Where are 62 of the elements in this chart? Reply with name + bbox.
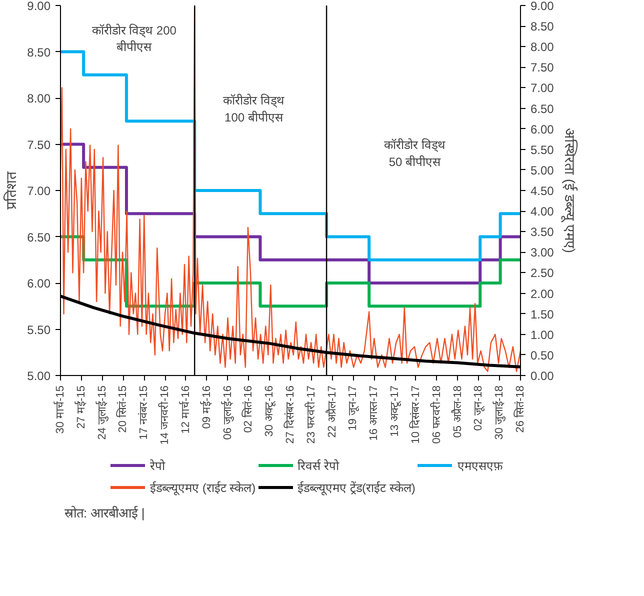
y2-axis-title: अस्थिरता (ई डब्ल्यू एमए)	[560, 128, 578, 254]
x-tick-label: 06 फरवरी-18	[430, 385, 443, 444]
y2-tick-label: 9.00	[530, 0, 554, 13]
y2-tick-label: 1.50	[530, 307, 554, 322]
annotation: कॉरीडोर विड्थ 100 बीपीएस	[223, 94, 284, 124]
y-tick-label: 6.00	[27, 276, 51, 290]
annotation: कॉरीडोर विड्थ 50 बीपीएस	[384, 138, 446, 169]
x-tick-label: 30 मार्च-15	[54, 385, 66, 434]
x-tick-label: 17 नवंबर-15	[137, 385, 150, 440]
y2-tick-label: 3.50	[530, 225, 554, 240]
y2-tick-label: 6.50	[530, 102, 554, 116]
y2-tick-label: 2.00	[530, 286, 554, 301]
x-tick-label: 06 जुलाई-16	[220, 385, 234, 440]
x-tick-label: 20 सितं-15	[116, 385, 130, 433]
x-tick-label: 23 फरवरी-17	[304, 385, 318, 444]
y-axis-title: प्रतिशत	[3, 170, 20, 210]
y2-tick-label: 0.00	[530, 369, 554, 383]
y2-tick-label: 8.50	[530, 20, 554, 34]
x-tick-label: 14 जनवरी-16	[158, 385, 172, 445]
y-tick-label: 9.00	[27, 0, 51, 13]
x-tick-label: 27 दिसंबर-16	[284, 385, 296, 444]
y2-tick-label: 7.00	[530, 81, 554, 96]
y2-tick-label: 6.00	[530, 122, 554, 136]
legend-label: रिवर्स रेपो	[298, 458, 340, 474]
x-tick-label: 12 मार्च-16	[178, 385, 192, 434]
legend-label: एमएसएफ़	[457, 458, 502, 474]
y2-tick-label: 4.50	[530, 184, 554, 198]
legend-label: ईडब्ल्यूएमए ट्रेंड(राईट स्केल)	[298, 480, 416, 496]
y-tick-label: 5.50	[27, 322, 51, 337]
x-tick-label: 30 अक्टू-16	[264, 385, 277, 437]
legend-label: ईडब्ल्यूएमए (राईट स्केल)	[150, 480, 256, 496]
x-tick-label: 13 अक्टू-17	[389, 385, 402, 437]
y-tick-label: 7.00	[27, 184, 51, 198]
y2-tick-label: 8.00	[530, 40, 554, 54]
x-tick-label: 22 अप्रैल-17	[325, 385, 338, 438]
y-tick-label: 6.50	[27, 230, 51, 244]
y2-tick-label: 1.00	[530, 328, 554, 342]
y2-tick-label: 7.50	[530, 60, 554, 75]
x-tick-label: 27 मई-15	[74, 385, 88, 429]
y-tick-label: 5.00	[27, 369, 51, 383]
x-tick-label: 19 जून-17	[347, 385, 360, 431]
x-tick-label: 09 मई-16	[200, 385, 213, 429]
annotation: कॉरीडोर विड्थ 200 बीपीएस	[92, 23, 177, 54]
y2-tick-label: 5.50	[530, 142, 554, 157]
legend-label: रेपो	[150, 458, 166, 474]
x-tick-label: 24 जुलाई-15	[95, 385, 108, 440]
text: स्रोत: आरबीआई |	[64, 506, 145, 520]
y2-tick-label: 0.50	[530, 348, 554, 362]
x-tick-label: 16 अगस्त-17	[368, 385, 380, 441]
x-tick-label: 02 सितं-16	[242, 385, 255, 433]
x-tick-label: 05 अप्रैल-18	[450, 385, 464, 438]
y2-tick-label: 5.00	[530, 163, 554, 178]
y2-tick-label: 2.50	[530, 266, 554, 280]
x-tick-label: 10 दिसंबर-17	[408, 385, 422, 444]
y2-tick-label: 3.00	[530, 246, 554, 260]
y-tick-label: 7.50	[27, 138, 51, 152]
y-tick-label: 8.00	[27, 92, 51, 106]
y-tick-label: 8.50	[27, 45, 51, 60]
x-tick-label: 26 सितं-18	[514, 385, 526, 433]
x-tick-label: 02 जून-18	[472, 385, 486, 431]
x-tick-label: 30 जुलाई-18	[492, 385, 506, 440]
y2-tick-label: 4.00	[530, 204, 554, 219]
